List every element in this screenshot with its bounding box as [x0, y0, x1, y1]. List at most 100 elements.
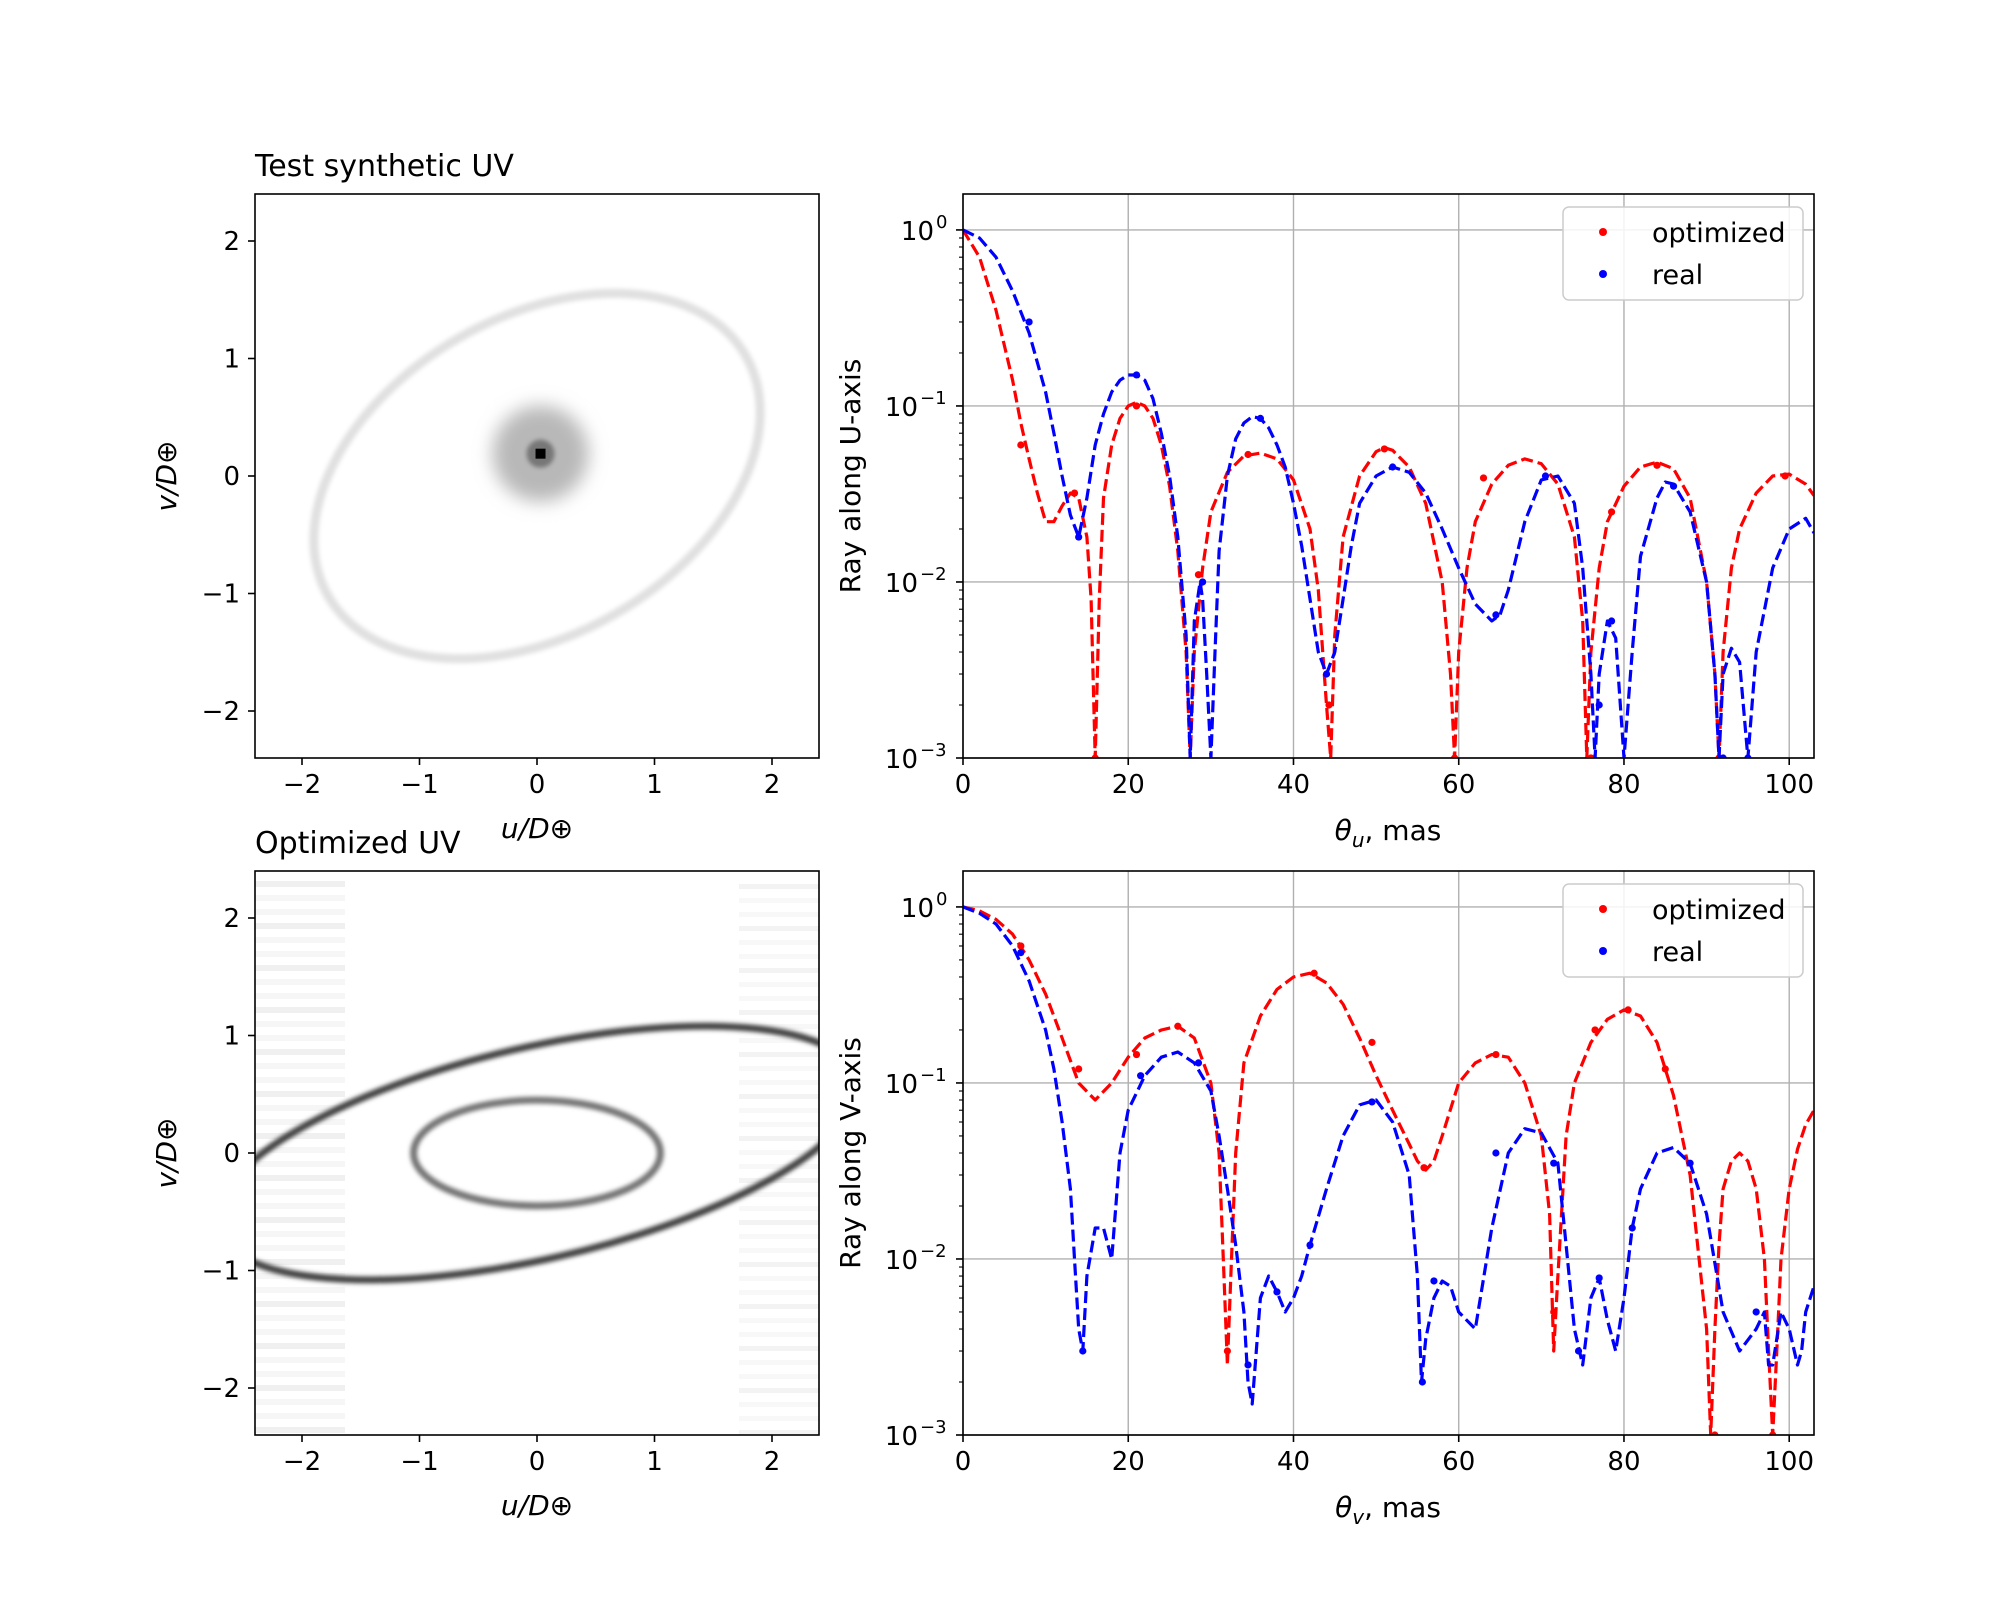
uv-optimized-stripe: [255, 1161, 345, 1167]
ray_u-marker-real: [1719, 754, 1727, 758]
ray_u-marker-optimized: [1781, 472, 1789, 480]
uv-optimized-stripe: [255, 1091, 345, 1097]
uv-optimized-stripe: [255, 1077, 345, 1083]
uv-optimized-stripe: [255, 1399, 345, 1405]
uv_test-ring-0: [309, 288, 765, 664]
ray_v-marker-real: [1194, 1059, 1203, 1067]
uv-optimized-stripe: [739, 1206, 819, 1211]
ray-v-legend-optimized: optimized: [1652, 895, 1785, 926]
ray_u-marker-real: [1744, 754, 1752, 758]
ray_v-marker-real: [1306, 1241, 1314, 1249]
ray_u-marker-optimized: [1325, 701, 1333, 709]
ray_u-xtick-label: 0: [955, 770, 972, 800]
uv-optimized-ylabel: v/D⊕: [150, 1117, 183, 1188]
ray_u-marker-real: [1389, 463, 1397, 471]
ray_u-marker-real: [1541, 472, 1550, 480]
uv_test-ytick-label: −2: [202, 697, 240, 727]
ray-v-ylabel: Ray along V-axis: [834, 1037, 867, 1269]
ray_v-marker-optimized: [1075, 1065, 1083, 1073]
ray_u-ytick-label: 10: [901, 217, 934, 247]
uv-optimized-stripe: [255, 1427, 345, 1433]
ray_u-marker-real: [1492, 611, 1500, 619]
ray_v-marker-optimized: [1661, 1065, 1669, 1073]
uv-optimized-stripe: [739, 1010, 819, 1015]
ray_v-marker-optimized: [1174, 1022, 1182, 1030]
ray_u-marker-optimized: [1194, 571, 1203, 579]
ray_v-marker-real: [1079, 1347, 1087, 1355]
ray_v-marker-optimized: [1420, 1164, 1428, 1172]
uv_opt-ytick-label: 0: [223, 1139, 240, 1169]
ray_v-line-optimized: [963, 905, 1814, 1435]
uv-optimized-stripe: [739, 1094, 819, 1099]
ray_v-line-real: [963, 905, 1814, 1406]
ray_v-xtick-label: 0: [955, 1447, 972, 1477]
uv-optimized-image: [255, 871, 819, 1435]
uv-optimized-stripe: [739, 1122, 819, 1127]
ray_v-marker-real: [1273, 1288, 1281, 1296]
ray_v-marker-real: [1368, 1098, 1376, 1106]
uv-optimized-stripe: [255, 1301, 345, 1307]
uv_test-ytick-label: −1: [202, 580, 240, 610]
ray_v-marker-real: [1550, 1159, 1558, 1167]
uv-optimized-stripe: [255, 1315, 345, 1321]
uv-optimized-stripe: [739, 1248, 819, 1253]
uv_test-xtick-label: 2: [764, 770, 781, 800]
uv-optimized-stripe: [739, 1332, 819, 1337]
ray_v-marker-real: [1017, 949, 1025, 957]
uv-optimized-stripe: [739, 1388, 819, 1393]
uv-optimized-stripe: [739, 1374, 819, 1379]
ray-u-xlabel: θu, mas: [1335, 814, 1442, 852]
ray_u-marker-optimized: [1607, 508, 1616, 516]
ray_v-xtick-label: 100: [1764, 1447, 1814, 1477]
uv-test-xlabel: u/D⊕: [501, 812, 573, 845]
ray-u-legend-optimized: optimized: [1652, 218, 1785, 249]
uv_opt-ytick-label: −1: [202, 1257, 240, 1287]
uv-optimized-stripe: [255, 895, 345, 901]
ray-v-legend-marker-real: [1599, 947, 1607, 955]
ray_v-marker-real: [1137, 1072, 1145, 1080]
ray_v-marker-optimized: [1368, 1038, 1376, 1046]
ray_v-xtick-label: 40: [1277, 1447, 1310, 1477]
uv-optimized-stripe: [255, 1259, 345, 1265]
ray_v-marker-real: [1752, 1308, 1760, 1316]
uv-optimized-stripe: [255, 1245, 345, 1251]
uv-optimized-stripe: [739, 1066, 819, 1071]
uv-optimized-stripe: [739, 1178, 819, 1183]
ray_v-ytick-exponent: −3: [920, 1417, 947, 1438]
uv-optimized-stripe: [739, 884, 819, 889]
uv-optimized-stripe: [255, 1413, 345, 1419]
ray_u-ytick-exponent: −3: [920, 740, 947, 761]
ray_u-line-optimized: [963, 229, 1814, 758]
uv-optimized-stripe: [739, 1262, 819, 1267]
ray_u-ytick-exponent: −1: [920, 388, 947, 409]
ray_v-marker-real: [1628, 1224, 1636, 1232]
ray_u-marker-optimized: [1070, 489, 1079, 497]
ray_v-marker-optimized: [1017, 942, 1025, 950]
uv-optimized-stripe: [739, 898, 819, 903]
uv-optimized-stripe: [255, 1385, 345, 1391]
ray_v-marker-real: [1492, 1149, 1500, 1157]
uv_test-xtick-label: −1: [400, 770, 438, 800]
ray_u-marker-real: [1607, 617, 1616, 625]
uv-optimized-stripe: [739, 1052, 819, 1057]
ray_v-marker-real: [1574, 1347, 1583, 1355]
ray_v-ytick-label: 10: [901, 894, 934, 924]
uv-optimized-stripe: [255, 881, 345, 887]
uv-optimized-stripe: [739, 1402, 819, 1407]
ray-u-legend-marker-real: [1599, 270, 1607, 278]
uv_opt-xtick-label: −1: [400, 1447, 438, 1477]
uv_test-ytick-label: 0: [223, 462, 240, 492]
ray_v-ytick-label: 10: [885, 1070, 918, 1100]
ray_u-marker-real: [1132, 371, 1141, 379]
ray-v-xlabel-symbol: θ: [1335, 1491, 1352, 1524]
ray_v-ytick-label: 10: [885, 1246, 918, 1276]
uv-optimized-stripe: [255, 993, 345, 999]
uv-optimized-stripe: [739, 1346, 819, 1351]
uv-optimized-stripe: [255, 1287, 345, 1293]
ray_v-marker-optimized: [1591, 1026, 1599, 1034]
ray-u-legend: optimized real: [1562, 206, 1804, 301]
ray_v-marker-optimized: [1492, 1050, 1500, 1059]
ray_u-marker-optimized: [1017, 441, 1025, 449]
